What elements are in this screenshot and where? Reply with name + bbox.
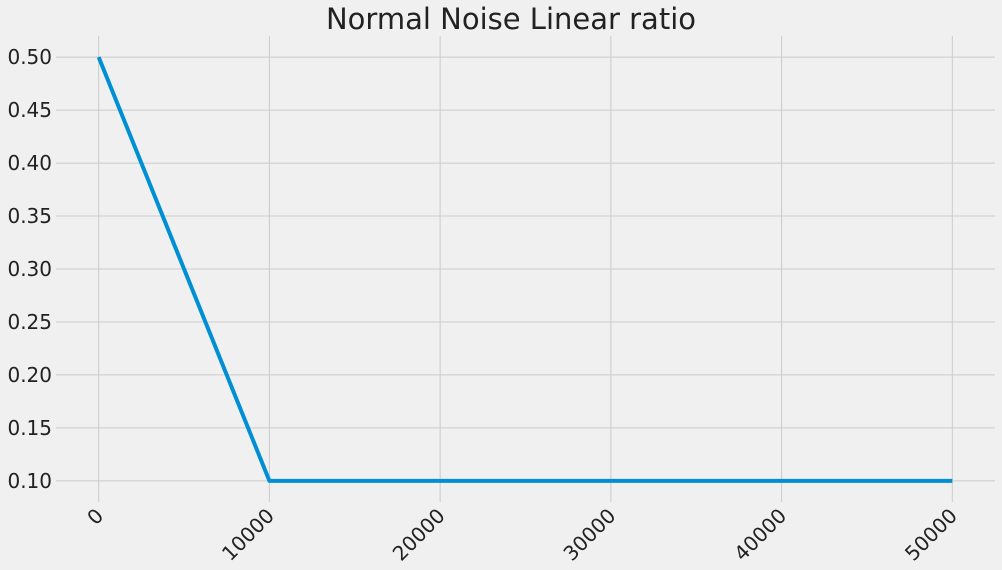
series-layer bbox=[96, 56, 953, 483]
y-tick-label: 0.35 bbox=[7, 204, 52, 228]
series-line bbox=[96, 56, 953, 483]
y-tick-label: 0.45 bbox=[7, 98, 52, 122]
y-tick-label: 0.25 bbox=[7, 310, 52, 334]
y-tick-label: 0.50 bbox=[7, 45, 52, 69]
y-tick-label: 0.15 bbox=[7, 416, 52, 440]
y-tick-label: 0.10 bbox=[7, 469, 52, 493]
y-tick-label: 0.20 bbox=[7, 363, 52, 387]
grid bbox=[56, 36, 995, 502]
y-tick-label: 0.40 bbox=[7, 151, 52, 175]
y-tick-label: 0.30 bbox=[7, 257, 52, 281]
y-axis-ticks: 0.10 0.15 0.20 0.25 0.30 0.35 0.40 0.45 0.50 bbox=[7, 45, 52, 493]
chart-title: Normal Noise Linear ratio bbox=[326, 2, 696, 36]
